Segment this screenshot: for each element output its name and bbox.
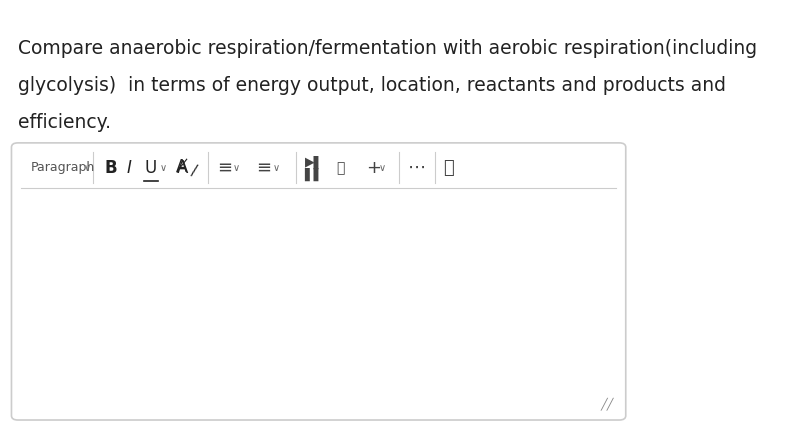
Text: ∨: ∨ bbox=[272, 163, 280, 173]
Text: ∨: ∨ bbox=[233, 163, 240, 173]
Text: glycolysis)  in terms of energy output, location, reactants and products and: glycolysis) in terms of energy output, l… bbox=[18, 76, 726, 95]
Text: Paragraph: Paragraph bbox=[31, 161, 95, 174]
Text: ⤢: ⤢ bbox=[444, 159, 455, 177]
Text: ∨: ∨ bbox=[159, 163, 166, 173]
Text: Compare anaerobic respiration/fermentation with aerobic respiration(including: Compare anaerobic respiration/fermentati… bbox=[18, 39, 757, 58]
Text: ⋯: ⋯ bbox=[408, 159, 425, 177]
Text: +: + bbox=[366, 159, 381, 177]
Text: ≡: ≡ bbox=[256, 159, 272, 177]
Text: U: U bbox=[144, 159, 156, 177]
Text: ∨: ∨ bbox=[83, 163, 90, 173]
Text: efficiency.: efficiency. bbox=[18, 113, 111, 132]
Text: ╱╱: ╱╱ bbox=[601, 397, 614, 410]
Text: 🔗: 🔗 bbox=[337, 161, 345, 175]
Text: I: I bbox=[126, 159, 131, 177]
Text: ▌▌: ▌▌ bbox=[305, 168, 324, 181]
Text: ≡: ≡ bbox=[217, 159, 232, 177]
Text: ▶▌: ▶▌ bbox=[305, 156, 324, 169]
Text: B: B bbox=[104, 159, 117, 177]
Text: /: / bbox=[189, 163, 198, 179]
Text: ∨: ∨ bbox=[378, 163, 385, 173]
Text: A̸: A̸ bbox=[177, 159, 188, 177]
FancyBboxPatch shape bbox=[12, 143, 626, 420]
Text: A: A bbox=[177, 159, 188, 177]
